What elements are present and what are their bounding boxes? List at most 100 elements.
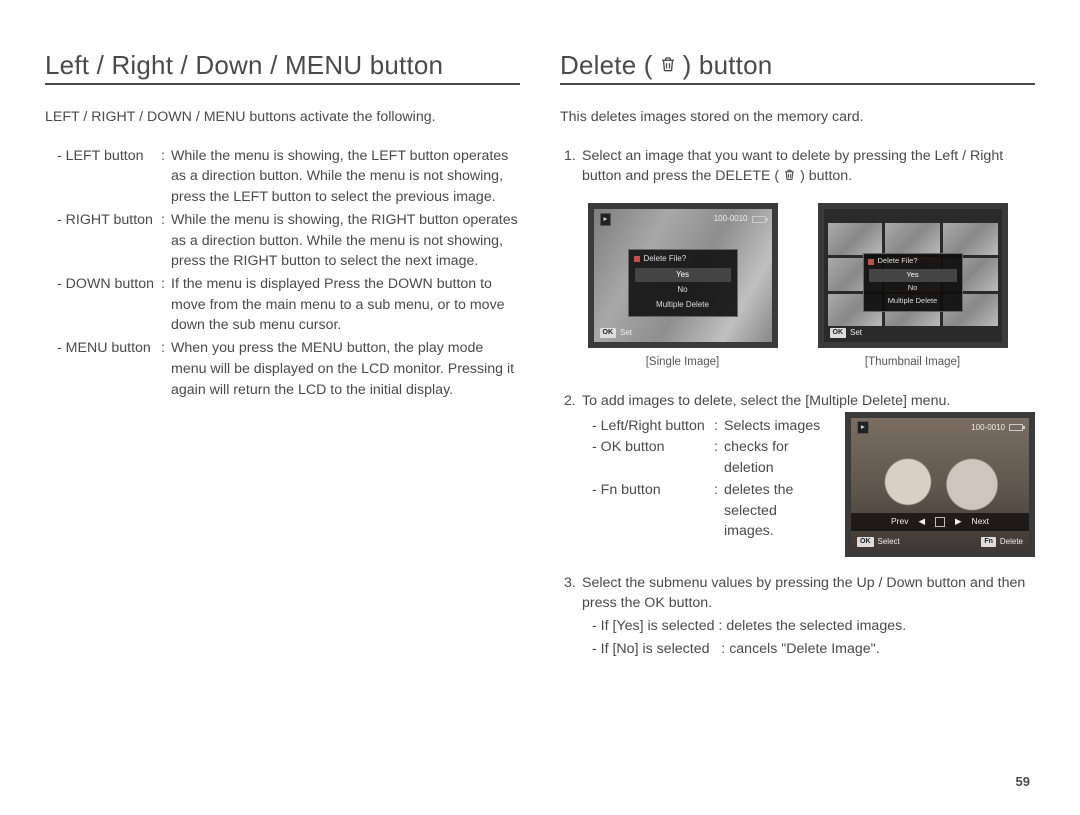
set-label: Set	[850, 327, 862, 339]
prev-next-strip: Prev ◀ ▶ Next	[851, 513, 1029, 531]
button-definition-list: - LEFT button : While the menu is showin…	[45, 146, 520, 401]
screenshots-row: ▸ 100-0010 Delete File? Yes	[560, 203, 1035, 371]
dialog-opt-multi: Multiple Delete	[629, 297, 737, 312]
delete-button: Fn	[981, 537, 996, 547]
sub-row: - OK button : checks for deletion	[582, 437, 825, 478]
select-button: OK	[857, 537, 874, 547]
def-row-menu: - MENU button : When you press the MENU …	[45, 338, 520, 400]
sub-desc: Selects images	[724, 416, 825, 437]
lcd-topbar: ▸ 100-0010	[851, 421, 1029, 435]
dialog-title-row: Delete File?	[629, 250, 737, 268]
step-2: 2. To add images to delete, select the […	[560, 391, 1035, 557]
sub-desc: deletes the selected images.	[724, 480, 825, 542]
def-row-right: - RIGHT button : While the menu is showi…	[45, 210, 520, 272]
checkbox-icon	[935, 517, 945, 527]
step3-lead: Select the submenu values by pressing th…	[582, 573, 1035, 614]
def-desc: If the menu is displayed Press the DOWN …	[171, 274, 520, 336]
thumb	[885, 223, 940, 255]
battery-icon	[1009, 424, 1023, 431]
right-section-title: Delete ( ) button	[560, 50, 1035, 85]
single-image-block: ▸ 100-0010 Delete File? Yes	[588, 203, 778, 371]
dialog-opt-multi: Multiple Delete	[864, 295, 962, 308]
select-label: Select	[878, 536, 900, 548]
def-row-down: - DOWN button : If the menu is displayed…	[45, 274, 520, 336]
sub-sep: :	[714, 416, 724, 437]
step-3: 3. Select the submenu values by pressing…	[560, 573, 1035, 660]
step-number: 1.	[560, 146, 582, 187]
sub-desc: checks for deletion	[724, 437, 825, 478]
def-row-left: - LEFT button : While the menu is showin…	[45, 146, 520, 208]
left-section-title: Left / Right / Down / MENU button	[45, 50, 520, 85]
step1-text-after: ) button.	[800, 168, 852, 184]
lcd-thumbnail: Delete File? Yes No Multiple Delete OK S…	[818, 203, 1008, 348]
step3-yes: - If [Yes] is selected : deletes the sel…	[582, 616, 1035, 637]
play-icon: ▸	[857, 421, 869, 434]
trash-icon	[659, 54, 677, 74]
ok-button-label: OK	[830, 328, 847, 338]
left-column: Left / Right / Down / MENU button LEFT /…	[45, 50, 520, 676]
image-counter: 100-0010	[971, 422, 1005, 434]
sub-row: - Fn button : deletes the selected image…	[582, 480, 825, 542]
def-sep: :	[161, 338, 171, 400]
sub-term: - Left/Right button	[582, 416, 714, 437]
thumb	[828, 223, 883, 255]
dialog-bullet-icon	[868, 259, 874, 265]
delete-dialog: Delete File? Yes No Multiple Delete	[628, 249, 738, 317]
lcd-footer-left: OK Select	[857, 536, 900, 548]
battery-icon	[752, 216, 766, 223]
def-sep: :	[161, 210, 171, 272]
dialog-opt-no: No	[864, 282, 962, 295]
sub-sep: :	[714, 437, 724, 478]
def-sep: :	[161, 146, 171, 208]
def-desc: When you press the MENU button, the play…	[171, 338, 520, 400]
sub-sep: :	[714, 480, 724, 542]
dialog-opt-no: No	[629, 282, 737, 297]
lcd-multiple-delete: ▸ 100-0010 Prev ◀ ▶	[845, 412, 1035, 557]
caption-thumb: [Thumbnail Image]	[865, 354, 960, 371]
ok-button-label: OK	[600, 328, 617, 338]
def-term: - LEFT button	[45, 146, 161, 208]
lcd-footer: OK Set	[600, 327, 633, 339]
prev-label: Prev	[891, 515, 908, 527]
right-intro: This deletes images stored on the memory…	[560, 107, 1035, 128]
dialog-opt-yes: Yes	[869, 269, 957, 282]
play-icon: ▸	[600, 213, 612, 226]
sub-row: - Left/Right button : Selects images	[582, 416, 825, 437]
set-label: Set	[620, 327, 632, 339]
lcd-footer-right: Fn Delete	[981, 536, 1023, 548]
next-label: Next	[972, 515, 989, 527]
def-term: - DOWN button	[45, 274, 161, 336]
sub-term: - OK button	[582, 437, 714, 478]
lcd-topbar: ▸ 100-0010	[594, 212, 772, 226]
def-desc: While the menu is showing, the LEFT butt…	[171, 146, 520, 208]
delete-label: Delete	[1000, 536, 1023, 548]
title-prefix: Delete (	[560, 50, 653, 81]
title-suffix: ) button	[683, 50, 773, 81]
right-column: Delete ( ) button This deletes images st…	[560, 50, 1035, 676]
step-1: 1. Select an image that you want to dele…	[560, 146, 1035, 187]
step-number: 2.	[560, 391, 582, 557]
thumbnail-image-block: Delete File? Yes No Multiple Delete OK S…	[818, 203, 1008, 371]
lcd-photo-bg	[851, 418, 1029, 551]
lcd-single-image: ▸ 100-0010 Delete File? Yes	[588, 203, 778, 348]
page-number: 59	[1016, 774, 1030, 789]
def-sep: :	[161, 274, 171, 336]
step2-subtable: - Left/Right button : Selects images - O…	[582, 416, 825, 542]
caption-single: [Single Image]	[646, 354, 720, 371]
delete-dialog: Delete File? Yes No Multiple Delete	[863, 253, 963, 312]
numbered-steps: 1. Select an image that you want to dele…	[560, 146, 1035, 660]
right-triangle-icon: ▶	[955, 515, 962, 527]
left-triangle-icon: ◀	[918, 515, 925, 527]
trash-icon	[783, 167, 796, 182]
dialog-opt-yes: Yes	[635, 268, 731, 283]
dialog-title-row: Delete File?	[864, 254, 962, 269]
left-intro: LEFT / RIGHT / DOWN / MENU buttons activ…	[45, 107, 520, 128]
def-term: - MENU button	[45, 338, 161, 400]
image-counter: 100-0010	[714, 213, 748, 225]
step-number: 3.	[560, 573, 582, 660]
step2-lead: To add images to delete, select the [Mul…	[582, 391, 1035, 412]
lcd-footer: OK Set	[830, 327, 863, 339]
sub-term: - Fn button	[582, 480, 714, 542]
dialog-title: Delete File?	[644, 253, 687, 265]
def-term: - RIGHT button	[45, 210, 161, 272]
